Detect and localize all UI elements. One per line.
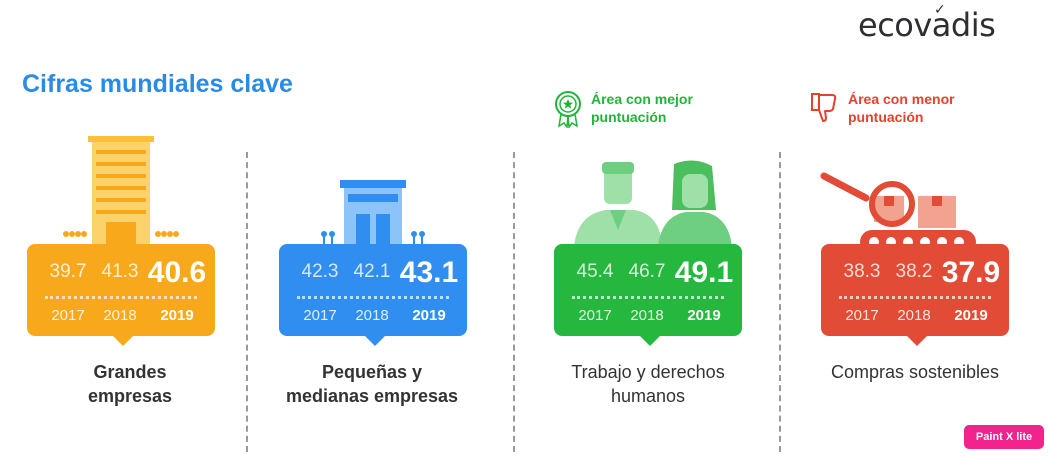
score-2017: 45.4 <box>576 261 614 282</box>
score-2019: 37.9 <box>941 256 1001 289</box>
score-card-smes: 42.3 42.1 43.1 2017 2018 2019 <box>279 244 467 346</box>
year-2017: 2017 <box>578 307 612 324</box>
year-2019: 2019 <box>412 307 446 324</box>
large-building-illustration <box>63 136 179 246</box>
year-2019: 2019 <box>954 307 988 324</box>
score-2019: 49.1 <box>674 256 734 289</box>
card-pointer <box>363 334 387 346</box>
page-title: Cifras mundiales clave <box>22 70 293 98</box>
dotted-separator <box>45 296 197 299</box>
year-2017: 2017 <box>303 307 337 324</box>
conveyor-inspection-illustration <box>820 172 976 254</box>
column-divider <box>246 152 248 452</box>
score-card-labor-human-rights: 45.4 46.7 49.1 2017 2018 2019 <box>554 244 742 346</box>
ecovadis-logo: ecovadis ✓ <box>858 2 1023 46</box>
year-2019: 2019 <box>160 307 194 324</box>
column-divider <box>779 152 781 452</box>
year-2018: 2018 <box>355 307 389 324</box>
year-2019: 2019 <box>687 307 721 324</box>
year-2018: 2018 <box>630 307 664 324</box>
card-pointer <box>111 334 135 346</box>
card-pointer <box>905 334 929 346</box>
worst-area-callout: Área con menor puntuación <box>810 90 955 128</box>
score-2019: 40.6 <box>147 256 207 289</box>
dotted-separator <box>572 296 724 299</box>
best-area-callout: Área con mejor puntuación <box>553 90 693 128</box>
label-labor-human-rights: Trabajo y derechos humanos <box>571 362 725 406</box>
score-2018: 42.1 <box>353 261 391 282</box>
column-divider <box>513 152 515 452</box>
logo-accent-icon: ✓ <box>934 2 946 18</box>
dotted-separator <box>839 296 991 299</box>
score-card-large-companies: 39.7 41.3 40.6 2017 2018 2019 <box>27 244 215 346</box>
score-2019: 43.1 <box>399 256 459 289</box>
logo-text: ecovadis <box>858 6 996 44</box>
label-large-companies: Grandes empresas <box>87 362 173 406</box>
card-pointer <box>638 334 662 346</box>
score-card-sustainable-procurement: 38.3 38.2 37.9 2017 2018 2019 <box>821 244 1009 346</box>
people-illustration <box>574 160 732 246</box>
label-sustainable-procurement: Compras sostenibles <box>830 362 1000 382</box>
year-2017: 2017 <box>51 307 85 324</box>
paint-x-lite-badge[interactable]: Paint X lite <box>964 425 1044 449</box>
worst-area-label: Área con menor puntuación <box>848 91 955 125</box>
award-rosette-icon <box>555 91 581 128</box>
score-2017: 39.7 <box>49 261 87 282</box>
score-2017: 42.3 <box>301 261 339 282</box>
small-building-illustration <box>321 180 425 246</box>
thumbs-down-icon <box>811 93 837 122</box>
best-area-label: Área con mejor puntuación <box>591 91 693 125</box>
dotted-separator <box>297 296 449 299</box>
score-2018: 46.7 <box>628 261 666 282</box>
year-2017: 2017 <box>845 307 879 324</box>
score-2018: 41.3 <box>101 261 139 282</box>
score-2018: 38.2 <box>895 261 933 282</box>
score-2017: 38.3 <box>843 261 881 282</box>
label-smes: Pequeñas y medianas empresas <box>285 362 459 406</box>
year-2018: 2018 <box>897 307 931 324</box>
year-2018: 2018 <box>103 307 137 324</box>
